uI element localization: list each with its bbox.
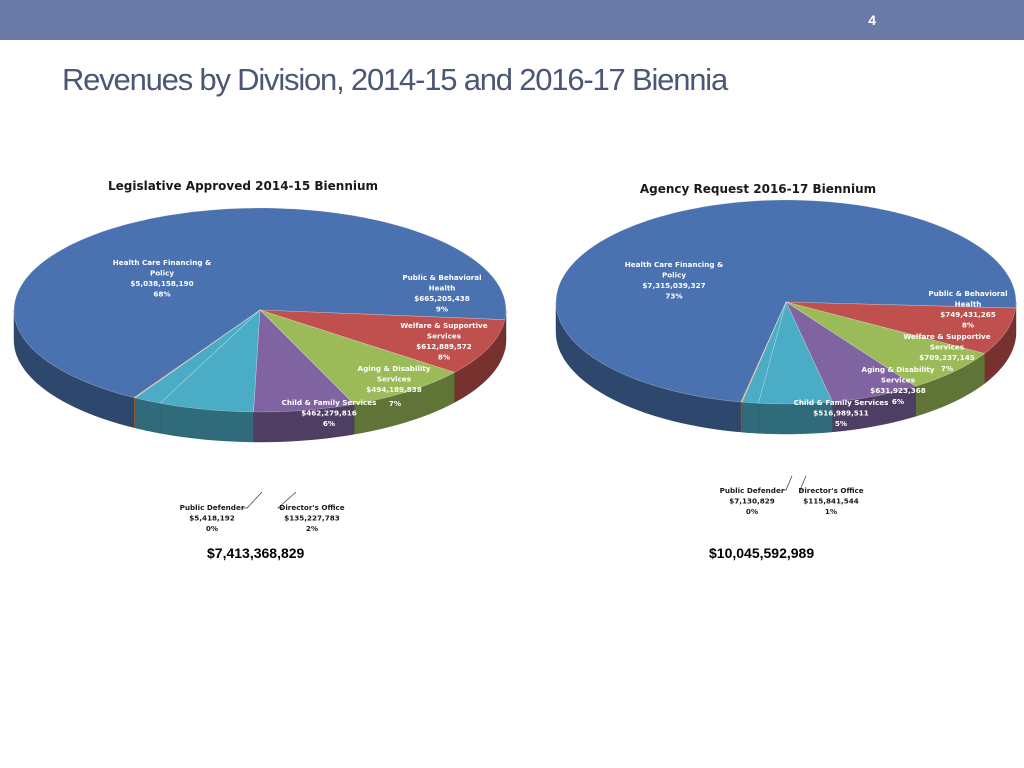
leader-line-directors-office bbox=[799, 475, 807, 491]
data-label-public-defender: Public Defender $7,130,829 0% bbox=[720, 486, 785, 516]
data-label-child-family-services: Child & Family Services $516,989,511 5% bbox=[794, 398, 889, 428]
pie-chart-2014-15: Health Care Financing & Policy $5,038,158,… bbox=[13, 207, 507, 533]
data-label-health-care-financing-policy: Health Care Financing & Policy $7,315,039,… bbox=[625, 260, 724, 301]
data-label-public-defender: Public Defender $5,418,192 0% bbox=[180, 503, 245, 533]
pie-labels: Health Care Financing & Policy $7,315,039,… bbox=[625, 260, 1008, 516]
slice-aging-disability-services bbox=[785, 301, 917, 403]
slice-public-defender bbox=[740, 301, 787, 403]
total-2016-17: $10,045,592,989 bbox=[709, 545, 815, 561]
pie-side-walls bbox=[555, 301, 1017, 435]
data-label-welfare-supportive-services: Welfare & Supportive Services $709,237,145 bbox=[903, 332, 990, 362]
percent-label-aging-disability-services: 7% bbox=[389, 399, 401, 408]
slice-aging-disability-services bbox=[253, 309, 355, 413]
slice-side-public-defender bbox=[740, 401, 743, 433]
pie-side-walls bbox=[13, 309, 507, 443]
slice-side-directors-office bbox=[741, 401, 759, 434]
pie-top-faces bbox=[13, 207, 507, 413]
header-bar: 4 bbox=[0, 0, 1024, 40]
total-2014-15: $7,413,368,829 bbox=[207, 545, 305, 561]
percent-label-welfare-supportive-services: 7% bbox=[941, 364, 953, 373]
pie-labels: Health Care Financing & Policy $5,038,158,… bbox=[113, 258, 488, 533]
pie-chart-2016-17: Health Care Financing & Policy $7,315,039,… bbox=[555, 199, 1017, 516]
data-label-welfare-supportive-services: Welfare & Supportive Services $612,889,572… bbox=[400, 321, 487, 362]
data-label-public-behavioral-health: Public & Behavioral Health $749,431,265 8% bbox=[928, 289, 1007, 330]
pie-top-faces bbox=[555, 199, 1017, 405]
chart-title-2016-17: Agency Request 2016-17 Biennium bbox=[639, 182, 877, 196]
chart-title-2014-15: Legislative Approved 2014-15 Biennium bbox=[107, 179, 379, 193]
slice-side-health-care-financing-policy bbox=[555, 301, 742, 433]
slice-child-family-services bbox=[159, 309, 261, 413]
slice-side-public-defender bbox=[133, 397, 136, 429]
leader-line-directors-office bbox=[277, 491, 297, 509]
leader-line-public-defender bbox=[782, 475, 793, 491]
data-label-directors-office: Director's Office $115,841,544 1% bbox=[798, 486, 863, 516]
slice-public-behavioral-health bbox=[785, 301, 1016, 354]
slice-public-defender bbox=[133, 309, 261, 399]
data-label-health-care-financing-policy: Health Care Financing & Policy $5,038,158,… bbox=[113, 258, 212, 299]
slide-title: Revenues by Division, 2014-15 and 2016-1… bbox=[62, 62, 728, 97]
slice-public-behavioral-health bbox=[259, 309, 506, 373]
slice-welfare-supportive-services bbox=[259, 309, 456, 405]
slice-welfare-supportive-services bbox=[785, 301, 986, 387]
leader-line-public-defender bbox=[242, 491, 263, 509]
data-label-directors-office: Director's Office $135,227,783 2% bbox=[279, 503, 344, 533]
data-label-public-behavioral-health: Public & Behavioral Health $665,205,438 9% bbox=[402, 273, 481, 314]
slice-side-directors-office bbox=[134, 397, 161, 434]
page-number: 4 bbox=[868, 12, 876, 28]
slice-health-care-financing-policy bbox=[555, 199, 1017, 403]
slice-health-care-financing-policy bbox=[13, 207, 507, 398]
data-label-child-family-services: Child & Family Services $462,279,816 6% bbox=[282, 398, 377, 428]
data-label-aging-disability-services: Aging & Disability Services $494,189,838 bbox=[358, 364, 431, 394]
slice-child-family-services bbox=[758, 301, 833, 405]
percent-label-aging-disability-services: 6% bbox=[892, 397, 904, 406]
data-label-aging-disability-services: Aging & Disability Services $631,923,368 bbox=[862, 365, 935, 395]
